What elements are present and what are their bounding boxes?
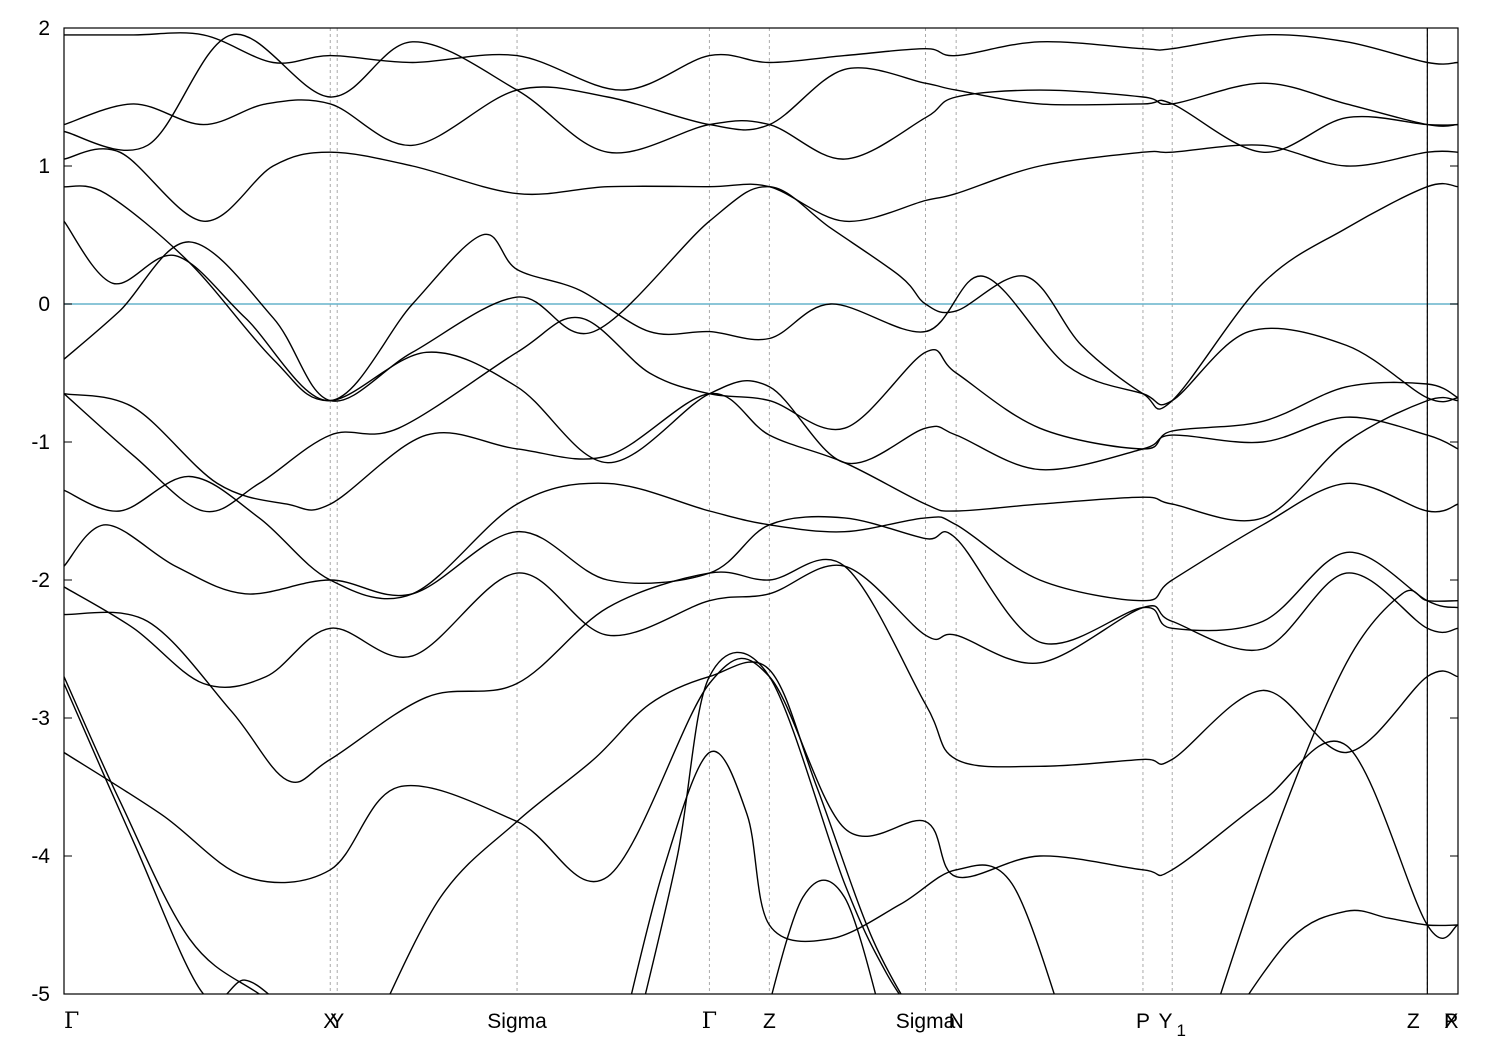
- kpoint-label: Sigma: [896, 1010, 956, 1033]
- kpoint-label: P: [1136, 1010, 1150, 1033]
- band-line: [771, 879, 877, 994]
- band-line: [1219, 589, 1458, 994]
- band-lines: [64, 32, 1458, 994]
- plot-border: [63, 27, 1459, 995]
- band-line: [64, 475, 1458, 602]
- band-line: [64, 67, 1458, 153]
- kpoint-label: N: [949, 1010, 964, 1033]
- kpoint-label: Γ: [702, 1009, 717, 1034]
- kpoint-label: P: [1444, 1010, 1458, 1033]
- band-line: [64, 515, 1458, 645]
- y-tick-label: -1: [31, 431, 50, 454]
- band-line: [389, 661, 902, 994]
- band-line: [64, 657, 1458, 939]
- y-tick-label: -4: [31, 845, 50, 868]
- y-axis-ticks: 2 1 0 -1 -2 -3 -4 -5: [31, 17, 1458, 1006]
- band-line: [64, 676, 261, 994]
- kpoint-grid-lines: [329, 28, 1428, 994]
- kpoint-label: Γ: [64, 1009, 79, 1034]
- kpoint-label: Z: [1407, 1010, 1420, 1033]
- y-tick-label: -3: [31, 707, 50, 730]
- y-tick-label: 1: [38, 155, 50, 178]
- band-line: [64, 558, 1458, 783]
- band-line: [630, 750, 1055, 994]
- band-line: [1247, 909, 1458, 994]
- y-tick-label: -5: [31, 983, 50, 1006]
- kpoint-label: Y: [330, 1010, 344, 1033]
- kpoint-label: Z: [763, 1010, 776, 1033]
- kpoint-label: X: [323, 1010, 337, 1033]
- band-line: [64, 683, 270, 994]
- band-line: [64, 33, 1458, 160]
- kpoint-label: X: [1444, 1010, 1458, 1033]
- band-line: [64, 185, 1458, 471]
- y-tick-label: 0: [38, 293, 50, 316]
- band-line: [64, 182, 1458, 410]
- band-line: [64, 144, 1458, 223]
- band-line: [64, 564, 1458, 689]
- band-line: [64, 392, 1458, 522]
- band-line: [64, 32, 1458, 91]
- plot-frame: [63, 27, 1459, 995]
- band-line: [644, 651, 900, 994]
- band-line: [64, 220, 1458, 406]
- y-tick-label: 2: [38, 17, 50, 40]
- band-line: [64, 316, 1458, 513]
- kpoint-label: Sigma: [487, 1010, 547, 1033]
- y-tick-label: -2: [31, 569, 50, 592]
